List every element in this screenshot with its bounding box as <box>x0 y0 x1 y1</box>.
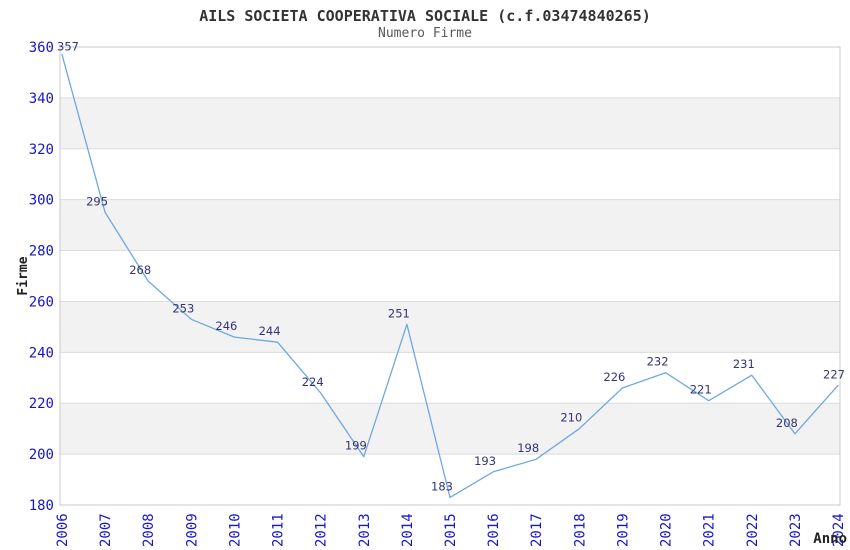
x-tick-label: 2023 <box>788 513 804 547</box>
data-point-label: 231 <box>733 357 755 371</box>
x-axis-label: Anno <box>813 531 847 547</box>
series-line <box>61 53 839 499</box>
background-band <box>60 199 840 251</box>
background-band <box>60 403 840 455</box>
x-tick-label: 2013 <box>357 513 373 547</box>
x-tick-label: 2017 <box>529 513 545 547</box>
data-point-label: 210 <box>560 411 582 425</box>
data-point-label: 253 <box>172 301 194 315</box>
x-tick-label: 2012 <box>314 513 330 547</box>
x-tick-label: 2010 <box>227 513 243 547</box>
x-tick-label: 2021 <box>702 513 718 547</box>
x-tick-label: 2008 <box>141 513 157 547</box>
data-point-label: 357 <box>57 40 79 54</box>
x-tick-label: 2009 <box>184 513 200 547</box>
x-tick-label: 2018 <box>572 513 588 547</box>
data-point-label: 295 <box>86 194 108 208</box>
data-point-label: 244 <box>259 324 281 338</box>
y-tick-label: 200 <box>29 447 54 463</box>
y-tick-label: 300 <box>29 193 54 209</box>
data-point-label: 198 <box>517 441 539 455</box>
chart-title: AILS SOCIETA COOPERATIVA SOCIALE (c.f.03… <box>199 7 651 25</box>
x-tick-label: 2011 <box>271 513 287 547</box>
x-tick-label: 2016 <box>486 513 502 547</box>
x-tick-label: 2022 <box>745 513 761 547</box>
y-axis-label: Firme <box>16 256 31 295</box>
background-band <box>60 97 840 149</box>
y-tick-label: 360 <box>29 40 54 56</box>
y-tick-label: 260 <box>29 294 54 310</box>
data-point-label: 246 <box>215 319 237 333</box>
x-tick-label: 2019 <box>615 513 631 547</box>
data-point-label: 199 <box>345 439 367 453</box>
plot-border <box>59 46 841 506</box>
data-point-label: 221 <box>690 383 712 397</box>
x-tick-label: 2024 <box>831 513 847 547</box>
data-point-label: 226 <box>603 370 625 384</box>
y-tick-label: 320 <box>29 142 54 158</box>
y-tick-label: 340 <box>29 91 54 107</box>
y-tick-label: 280 <box>29 244 54 260</box>
x-tick-label: 2014 <box>400 513 416 547</box>
chart-subtitle: Numero Firme <box>378 26 472 41</box>
data-point-label: 251 <box>388 306 410 320</box>
x-tick-label: 2020 <box>659 513 675 547</box>
data-point-label: 268 <box>129 263 151 277</box>
data-point-label: 224 <box>302 375 324 389</box>
data-point-label: 227 <box>823 367 845 381</box>
data-point-label: 232 <box>647 355 669 369</box>
x-tick-label: 2015 <box>443 513 459 547</box>
y-tick-label: 220 <box>29 396 54 412</box>
x-tick-label: 2007 <box>98 513 114 547</box>
background-band <box>60 301 840 353</box>
x-tick-label: 2006 <box>55 513 71 547</box>
data-point-label: 183 <box>431 479 453 493</box>
data-point-label: 193 <box>474 454 496 468</box>
y-tick-label: 240 <box>29 345 54 361</box>
data-point-label: 208 <box>776 416 798 430</box>
y-tick-label: 180 <box>29 498 54 514</box>
